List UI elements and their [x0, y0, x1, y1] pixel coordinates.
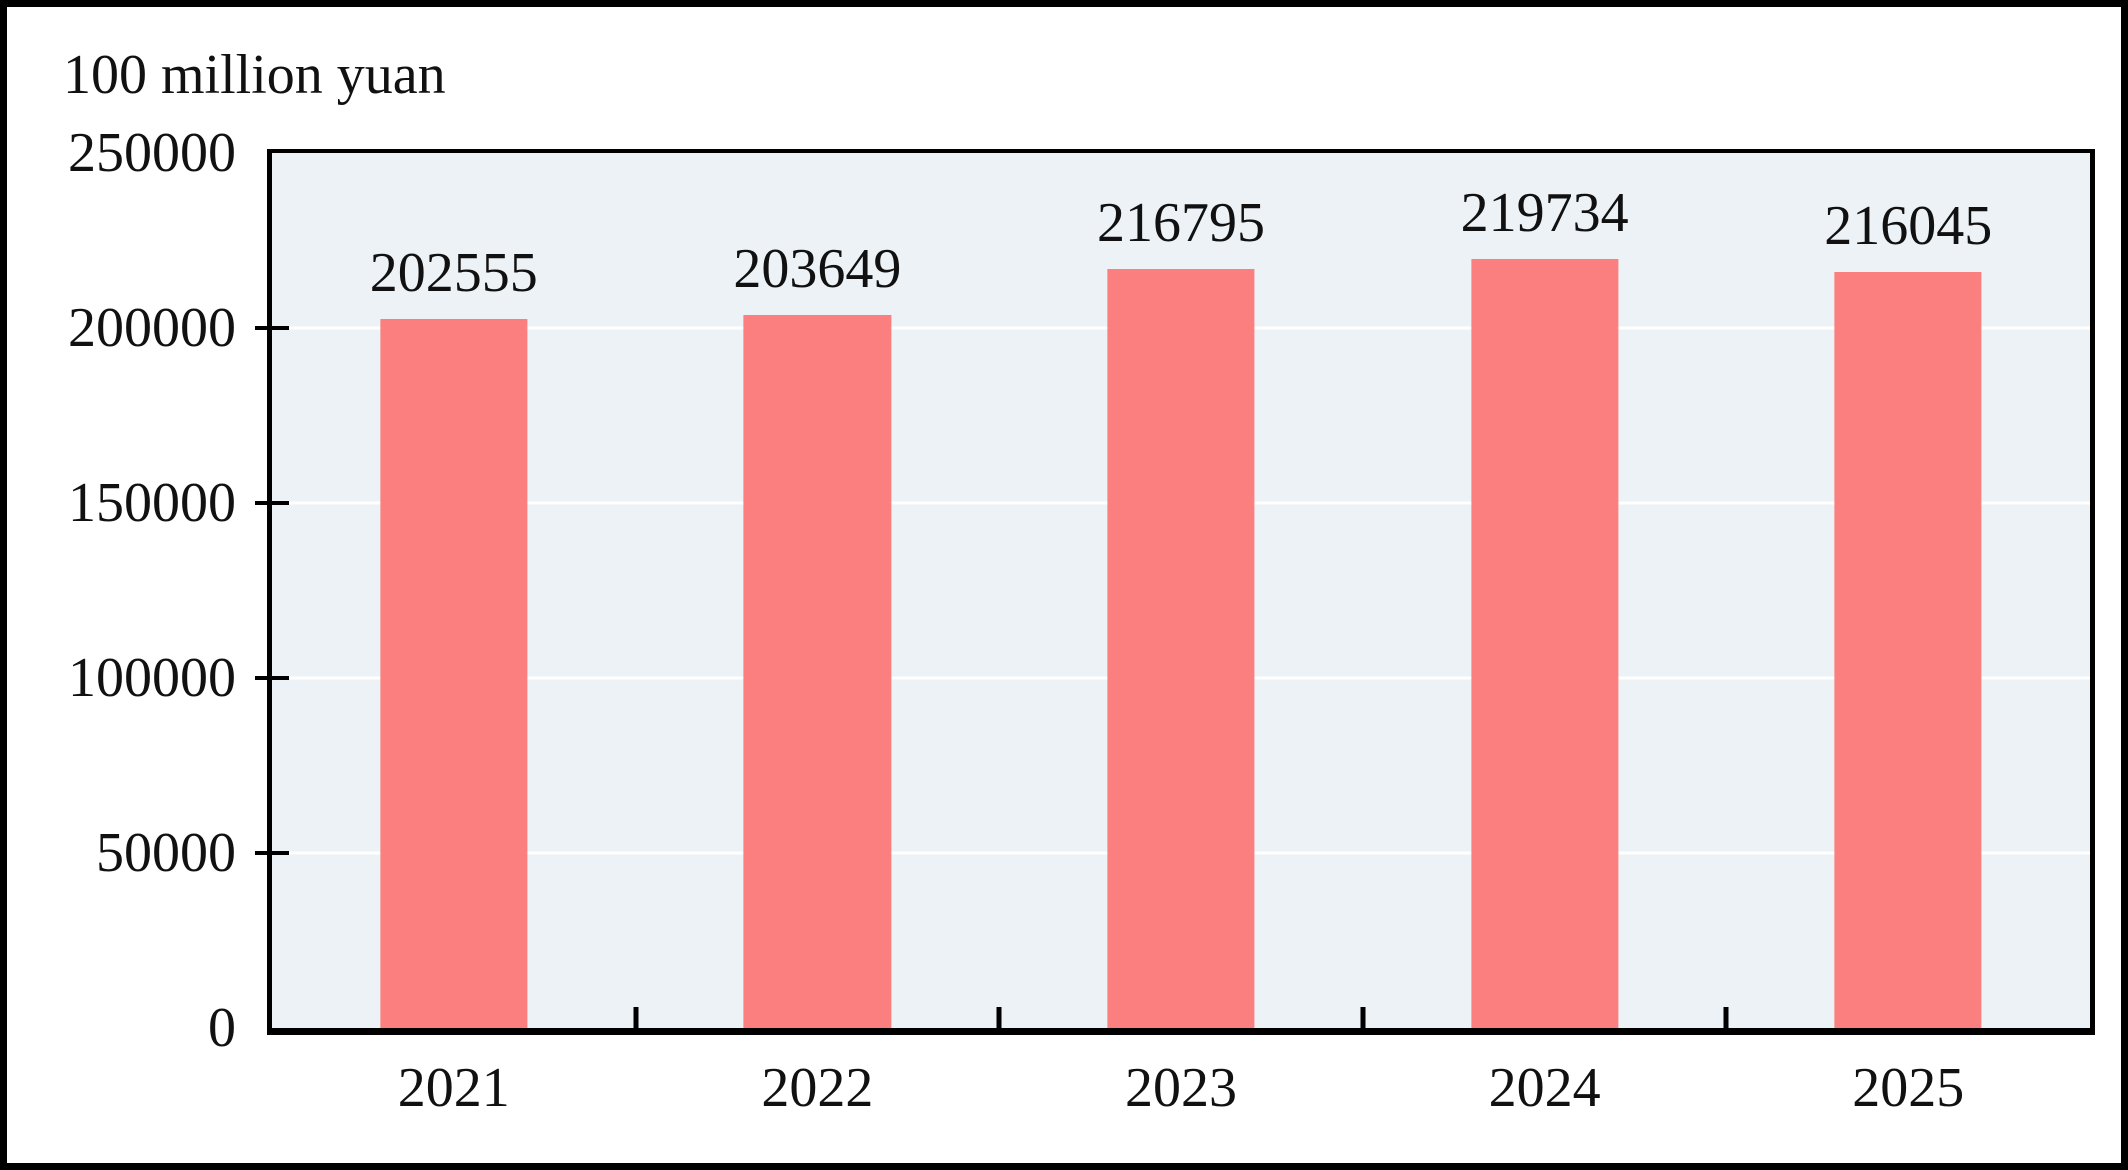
bar-2021 — [380, 319, 528, 1028]
y-axis-tick-label: 250000 — [68, 122, 236, 184]
bar-value-label: 216795 — [1097, 192, 1265, 255]
x-axis-tick-label: 2024 — [1488, 1057, 1601, 1119]
bar-value-label: 202555 — [369, 242, 538, 305]
x-axis-tick-mark — [996, 1007, 1002, 1028]
plot-area: 0 50000 100000 150000 200000 250000 202555 2021… — [68, 125, 2095, 1116]
bar-2024 — [1470, 258, 1619, 1028]
bar-value-label: 203649 — [733, 238, 902, 301]
y-axis-tick-label: 200000 — [68, 297, 236, 359]
bar-value-label: 216045 — [1824, 194, 1993, 257]
bar-value-label: 219734 — [1460, 181, 1629, 244]
bar-2023 — [1107, 269, 1255, 1028]
y-axis-tick-mark — [255, 326, 289, 330]
x-axis-tick-mark — [633, 1007, 639, 1028]
y-axis-tick-mark — [255, 851, 289, 855]
bar-2022 — [743, 315, 892, 1028]
x-axis-tick-label: 2023 — [1125, 1057, 1237, 1119]
x-axis-tick-label: 2022 — [761, 1057, 874, 1119]
bar-2025 — [1834, 271, 1982, 1028]
x-axis-tick-mark — [1360, 1007, 1366, 1028]
y-axis-tick-mark — [255, 501, 289, 505]
y-axis-unit-label: 100 million yuan — [63, 44, 446, 106]
x-axis-tick-mark — [1723, 1007, 1729, 1028]
y-axis-tick-mark — [255, 676, 289, 680]
y-axis-tick-label: 0 — [208, 997, 236, 1059]
x-axis-tick-label: 2021 — [397, 1057, 510, 1119]
y-axis-tick-label: 50000 — [96, 822, 236, 884]
x-axis-tick-label: 2025 — [1852, 1057, 1965, 1119]
y-axis-tick-label: 150000 — [68, 472, 236, 534]
y-axis-tick-label: 100000 — [68, 647, 236, 709]
